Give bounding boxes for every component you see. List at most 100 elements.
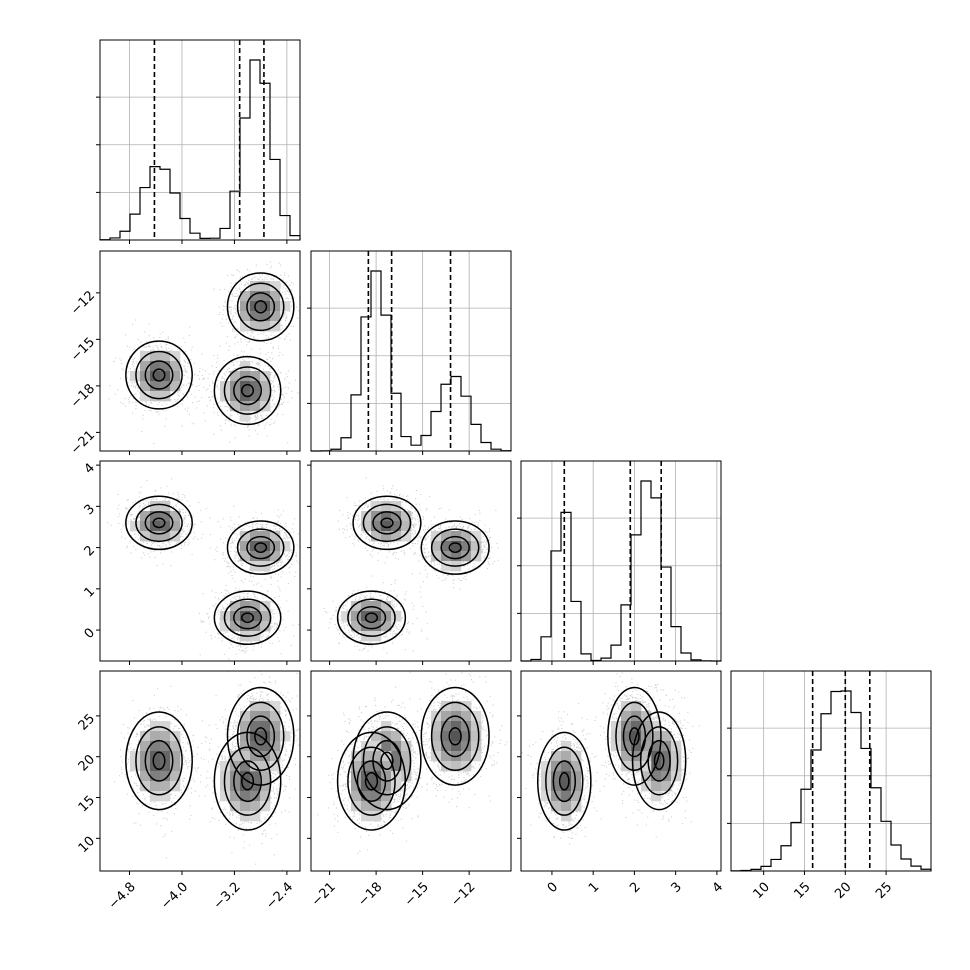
density-cell	[381, 801, 392, 812]
density-cell	[170, 771, 181, 782]
density-cell	[461, 741, 472, 752]
histogram-panel-p3	[727, 670, 932, 872]
density-cell	[381, 511, 392, 522]
density-cell	[351, 611, 362, 622]
density-cell	[381, 751, 392, 762]
density-cell	[160, 501, 171, 512]
density-cell	[451, 741, 462, 752]
density-cell	[260, 381, 271, 392]
density-cell	[551, 801, 562, 812]
density-cell	[250, 801, 261, 812]
density-cell	[391, 521, 402, 532]
density-cell	[250, 761, 261, 772]
density-cell	[371, 791, 382, 802]
density-cell	[240, 291, 251, 302]
contour-2-2	[440, 535, 470, 560]
density-cell	[250, 391, 261, 402]
density-cell	[671, 751, 682, 762]
density-cell	[270, 761, 281, 772]
contour-2-1	[236, 282, 285, 332]
density-cell	[240, 541, 251, 552]
contour-2-3	[254, 300, 268, 314]
density-panel-p2-p3	[520, 670, 722, 872]
density-cell	[260, 281, 271, 292]
density-cell	[401, 511, 412, 522]
density-cell	[401, 531, 412, 542]
density-cell	[260, 391, 271, 402]
density-cell	[371, 731, 382, 742]
density-cell	[160, 521, 171, 532]
contour-0-2	[372, 511, 402, 535]
density-cell	[270, 301, 281, 312]
density-cell	[621, 711, 632, 722]
density-cell	[230, 371, 241, 382]
density-cell	[230, 401, 241, 412]
axes-frame	[99, 39, 301, 241]
density-cell	[260, 701, 271, 712]
density-cell	[160, 361, 171, 372]
density-cell	[250, 601, 261, 612]
density-cell	[361, 521, 372, 532]
density-cell	[240, 811, 251, 822]
density-cell	[381, 501, 392, 512]
density-cell	[471, 751, 482, 762]
density-cell	[641, 771, 652, 782]
density-cell	[150, 381, 161, 392]
density-cell	[441, 751, 452, 762]
density-cell	[270, 291, 281, 302]
contour-0-0	[125, 495, 193, 551]
contour-0-1	[362, 503, 412, 543]
density-cell	[391, 531, 402, 542]
density-cell	[471, 541, 482, 552]
density-cell	[371, 751, 382, 762]
contour-0-0	[631, 711, 687, 811]
density-cell	[220, 791, 231, 802]
density-cell	[471, 721, 482, 732]
density-cell	[561, 741, 572, 752]
contour-2-2	[440, 715, 470, 758]
density-cell	[260, 801, 271, 812]
density-panel-p0-p2	[99, 460, 302, 662]
density-cell	[230, 751, 241, 762]
density-cell	[150, 751, 161, 762]
contour-0-2	[144, 360, 174, 390]
density-cell	[461, 541, 472, 552]
contour-2-3	[629, 727, 640, 746]
density-cell	[270, 311, 281, 322]
density-cell	[381, 761, 392, 772]
density-cell	[250, 381, 261, 392]
density-cell	[240, 761, 251, 772]
density-cell	[571, 761, 582, 772]
density-cell	[571, 791, 582, 802]
contour-1-3	[558, 771, 570, 791]
contour-1-2	[552, 760, 577, 803]
density-cell	[240, 741, 251, 752]
density-cell	[160, 771, 171, 782]
contour-0-1	[362, 726, 412, 796]
contour-2-1	[430, 528, 480, 567]
density-cell	[361, 601, 372, 612]
density-cell	[621, 751, 632, 762]
density-cell	[230, 601, 241, 612]
density-cell	[160, 511, 171, 522]
density-cell	[371, 611, 382, 622]
density-cell	[280, 301, 291, 312]
density-cell	[471, 741, 482, 752]
density-cell	[240, 621, 251, 632]
density-cell	[140, 361, 151, 372]
density-cell	[651, 721, 662, 732]
density-cell	[441, 701, 452, 712]
contour-2-1	[615, 701, 654, 772]
density-cell	[250, 811, 261, 822]
density-cell	[361, 751, 372, 762]
density-cell	[641, 711, 652, 722]
contour-0-1	[135, 503, 183, 543]
density-cell	[240, 711, 251, 722]
contour-0-1	[135, 726, 183, 796]
density-cell	[461, 721, 472, 732]
density-cell	[391, 761, 402, 772]
density-cell	[160, 751, 171, 762]
density-cell	[240, 531, 251, 542]
contour-1-1	[223, 746, 272, 816]
